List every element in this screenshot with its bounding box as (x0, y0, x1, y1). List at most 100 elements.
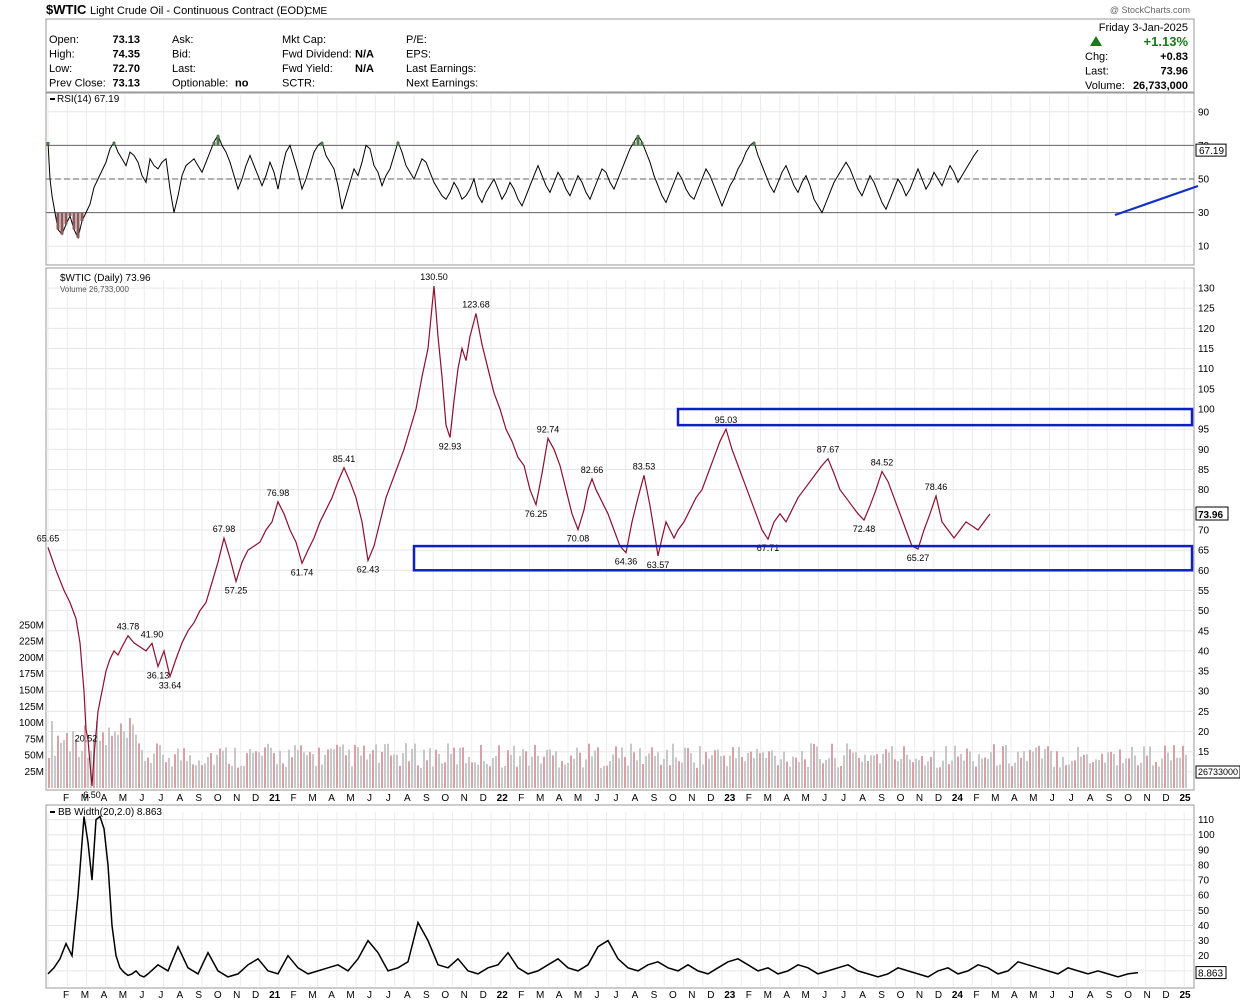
volume-bar (909, 759, 911, 788)
x-tick-label: N (688, 793, 695, 804)
x-tick-label: N (1143, 793, 1150, 804)
volume-bar (1119, 749, 1121, 788)
y-tick-label: 30 (1198, 936, 1210, 947)
x-tick-label: J (367, 793, 372, 804)
price-annotation: 67.98 (213, 524, 236, 534)
bb-last-value-box (1195, 966, 1227, 980)
y-tick-label: 20 (1198, 727, 1210, 738)
x-tick-label: 24 (952, 990, 964, 1001)
price-annotation: 130.50 (420, 272, 448, 282)
volume-bar (207, 756, 209, 788)
volume-bar (513, 745, 515, 788)
volume-bar (816, 746, 818, 788)
volume-bar (1113, 753, 1115, 788)
volume-bar (1044, 748, 1046, 788)
volume-bar (876, 754, 878, 788)
y-tick-label: 105 (1198, 384, 1215, 395)
volume-bar (372, 750, 374, 788)
volume-bar (936, 767, 938, 788)
volume-bar (282, 763, 284, 788)
volume-bar (990, 752, 992, 788)
volume-last-value: 26733000 (1198, 767, 1238, 777)
volume-bar (951, 760, 953, 788)
volume-bar (327, 749, 329, 788)
y-tick-label: 100 (1198, 405, 1215, 416)
volume-bar (63, 739, 65, 788)
volume-bar (453, 747, 455, 788)
volume-bar (195, 765, 197, 788)
volume-bar (138, 743, 140, 788)
volume-bar (774, 755, 776, 788)
volume-bar (618, 758, 620, 788)
volume-bar (624, 757, 626, 788)
volume-bar (1161, 758, 1163, 788)
x-tick-label: A (328, 990, 335, 1001)
chart-header: $WTIC Light Crude Oil - Continuous Contr… (45, 2, 1195, 93)
volume-bar (630, 743, 632, 788)
volume-bar (681, 762, 683, 788)
volume-bar (441, 763, 443, 788)
x-tick-label: J (595, 990, 600, 1001)
volume-bar (897, 761, 899, 788)
x-tick-label: J (1050, 793, 1055, 804)
volume-bar (1062, 756, 1064, 788)
volume-bar (948, 764, 950, 788)
instrument-name: Light Crude Oil - Continuous Contract (E… (90, 5, 308, 17)
volume-bar (834, 758, 836, 788)
volume-bar (663, 758, 665, 788)
x-tick-label: M (991, 793, 999, 804)
volume-bar (714, 750, 716, 788)
price-annotation: 65.27 (907, 553, 930, 563)
x-tick-label: O (1124, 990, 1132, 1001)
volume-bar (1026, 760, 1028, 788)
volume-bar (237, 767, 239, 788)
volume-bar (129, 718, 131, 788)
volume-bar (135, 734, 137, 788)
y-tick-label: 50 (1198, 175, 1210, 186)
volume-bar (576, 747, 578, 788)
volume-bar (360, 755, 362, 788)
volume-bar (1167, 752, 1169, 788)
volume-bar (795, 757, 797, 788)
x-tick-label: S (195, 990, 202, 1001)
price-annotation: 82.66 (581, 465, 604, 475)
x-tick-label: F (746, 793, 752, 804)
exchange-label: CME (305, 6, 328, 17)
volume-bar (723, 755, 725, 788)
volume-bar (1014, 762, 1016, 788)
y-tick-label: 45 (1198, 626, 1210, 637)
x-tick-label: A (783, 793, 790, 804)
volume-bar (732, 747, 734, 788)
x-tick-label: M (574, 990, 582, 1001)
volume-bar (48, 758, 50, 788)
price-annotation: 65.65 (37, 534, 60, 544)
x-tick-label: 24 (952, 793, 964, 804)
volume-bar (1173, 745, 1175, 788)
volume-bar (516, 766, 518, 788)
volume-bar (330, 748, 332, 788)
volume-bar (114, 731, 116, 788)
volume-bar (882, 753, 884, 788)
volume-bar (1107, 752, 1109, 788)
x-tick-label: D (1162, 793, 1169, 804)
x-tick-label: S (423, 793, 430, 804)
volume-bar (354, 744, 356, 788)
x-tick-label: F (746, 990, 752, 1001)
volume-bar (597, 747, 599, 788)
x-tick-label: A (404, 793, 411, 804)
ticker-symbol: $WTIC (46, 2, 87, 17)
volume-bar (522, 749, 524, 788)
volume-bar (462, 747, 464, 788)
x-tick-label: J (614, 990, 619, 1001)
volume-tick-label: 150M (19, 686, 44, 697)
x-tick-label: J (158, 990, 163, 1001)
volume-bar (162, 754, 164, 788)
volume-bar (1002, 746, 1004, 788)
volume-bar (321, 764, 323, 788)
x-tick-label: M (119, 990, 127, 1001)
bbwidth-line (47, 815, 1139, 978)
y-tick-label: 20 (1198, 951, 1210, 962)
x-tick-label: J (386, 990, 391, 1001)
volume-bar (813, 743, 815, 788)
x-tick-label: A (176, 793, 183, 804)
